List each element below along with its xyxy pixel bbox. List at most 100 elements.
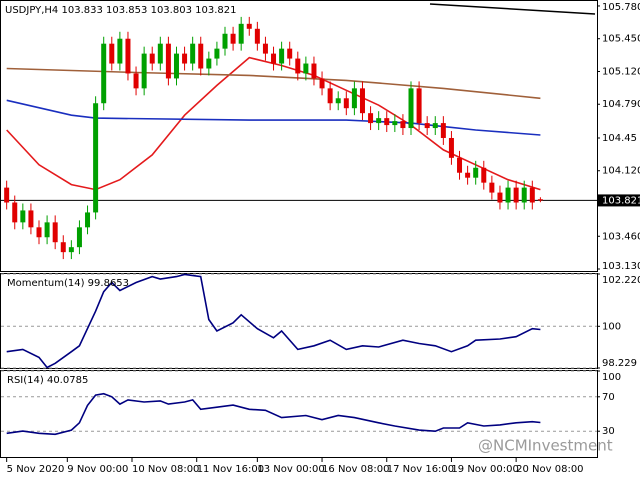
- candle-body: [432, 123, 438, 129]
- candle-body: [230, 33, 236, 44]
- indicator-line: [6, 392, 541, 436]
- candle-body: [271, 53, 277, 64]
- candle-body: [311, 63, 317, 79]
- candle-body: [246, 23, 252, 29]
- candle-body: [359, 88, 365, 114]
- candle-body: [93, 103, 99, 213]
- rsi-panel: [0, 370, 598, 458]
- candle-body: [214, 48, 220, 59]
- y-tick-label: 30: [602, 426, 615, 437]
- last-close: 103.821: [195, 5, 236, 16]
- candle-body: [376, 118, 382, 124]
- candle-body: [416, 88, 422, 124]
- last-open: 103.833: [61, 5, 102, 16]
- y-tick-label: 104.45: [602, 133, 637, 144]
- momentum-title: Momentum(14) 99.8653: [7, 278, 129, 289]
- candle-body: [182, 53, 188, 64]
- indicator-line: [6, 273, 541, 369]
- price-title: USDJPY,H4 103.833 103.853 103.803 103.82…: [5, 5, 236, 16]
- candle-body: [400, 121, 406, 129]
- candle-body: [481, 167, 487, 183]
- candle-body: [408, 88, 414, 129]
- candle-body: [303, 63, 309, 74]
- momentum-panel: [0, 273, 598, 369]
- x-tick-label: 5 Nov 2020: [7, 464, 65, 475]
- y-tick-label: 103.821: [602, 195, 640, 206]
- candle-body: [101, 43, 107, 104]
- plot-area: [1, 16, 597, 260]
- candle-body: [52, 222, 58, 243]
- moving-average: [6, 56, 541, 191]
- candle-body: [141, 53, 147, 89]
- moving-average: [6, 99, 541, 136]
- candle-body: [368, 113, 374, 124]
- candle-body: [149, 53, 155, 64]
- y-tick-label: 104.790: [602, 99, 640, 110]
- y-tick-label: 100: [602, 321, 621, 332]
- x-tick-label: 19 Nov 00:00: [451, 464, 518, 475]
- candle-body: [222, 33, 228, 49]
- candle-body: [513, 187, 519, 203]
- x-tick-label: 20 Nov 08:00: [516, 464, 583, 475]
- candle-body: [262, 43, 268, 54]
- trend-line: [429, 3, 596, 15]
- candle-body: [60, 242, 66, 253]
- plot-area: [1, 370, 597, 436]
- plot-area: [1, 273, 597, 369]
- x-tick-label: 9 Nov 00:00: [67, 464, 128, 475]
- y-tick-label: 105.780: [602, 2, 640, 13]
- candle-body: [254, 28, 260, 44]
- last-high: 103.853: [106, 5, 147, 16]
- candle-body: [4, 187, 10, 203]
- symbol: USDJPY,H4: [5, 5, 58, 16]
- candle-body: [36, 227, 42, 238]
- candle-body: [109, 43, 115, 64]
- candle-body: [117, 38, 123, 64]
- watermark: @NCMInvestment: [478, 437, 613, 455]
- candle-body: [521, 187, 527, 203]
- y-tick-label: 70: [602, 392, 615, 403]
- candle-body: [279, 48, 285, 64]
- y-tick-label: 104.120: [602, 166, 640, 177]
- candle-body: [157, 43, 163, 64]
- candle-body: [206, 58, 212, 69]
- x-tick-label: 10 Nov 08:00: [132, 464, 199, 475]
- candle-body: [384, 118, 390, 126]
- price-panel: [0, 0, 598, 272]
- candle-body: [465, 172, 471, 178]
- candle-body: [440, 123, 446, 138]
- candle-body: [287, 48, 293, 59]
- y-tick-label: 100: [602, 372, 621, 383]
- candle-body: [173, 53, 179, 79]
- candle-body: [343, 98, 349, 109]
- x-tick-label: 11 Nov 16:00: [197, 464, 264, 475]
- y-tick-label: 105.120: [602, 66, 640, 77]
- candle-body: [489, 182, 495, 193]
- candle-body: [76, 227, 82, 248]
- y-tick-label: 98.229: [602, 358, 637, 369]
- candle-body: [392, 121, 398, 126]
- candle-body: [537, 199, 543, 201]
- candle-body: [133, 73, 139, 89]
- y-tick-label: 103.130: [602, 261, 640, 272]
- candle-body: [68, 247, 74, 253]
- rsi-title: RSI(14) 40.0785: [7, 375, 88, 386]
- candle-body: [529, 187, 535, 203]
- candle-body: [351, 88, 357, 109]
- x-tick-label: 13 Nov 00:00: [257, 464, 324, 475]
- candle-body: [497, 192, 503, 203]
- candle-body: [424, 123, 430, 129]
- candle-body: [28, 210, 34, 228]
- candle-body: [44, 222, 50, 238]
- candle-body: [238, 23, 244, 44]
- candle-body: [165, 43, 171, 79]
- candle-body: [12, 202, 18, 223]
- candle-body: [20, 210, 26, 223]
- candle-body: [125, 38, 131, 74]
- candle-body: [327, 88, 333, 104]
- candle-body: [190, 43, 196, 64]
- candle-body: [295, 58, 301, 74]
